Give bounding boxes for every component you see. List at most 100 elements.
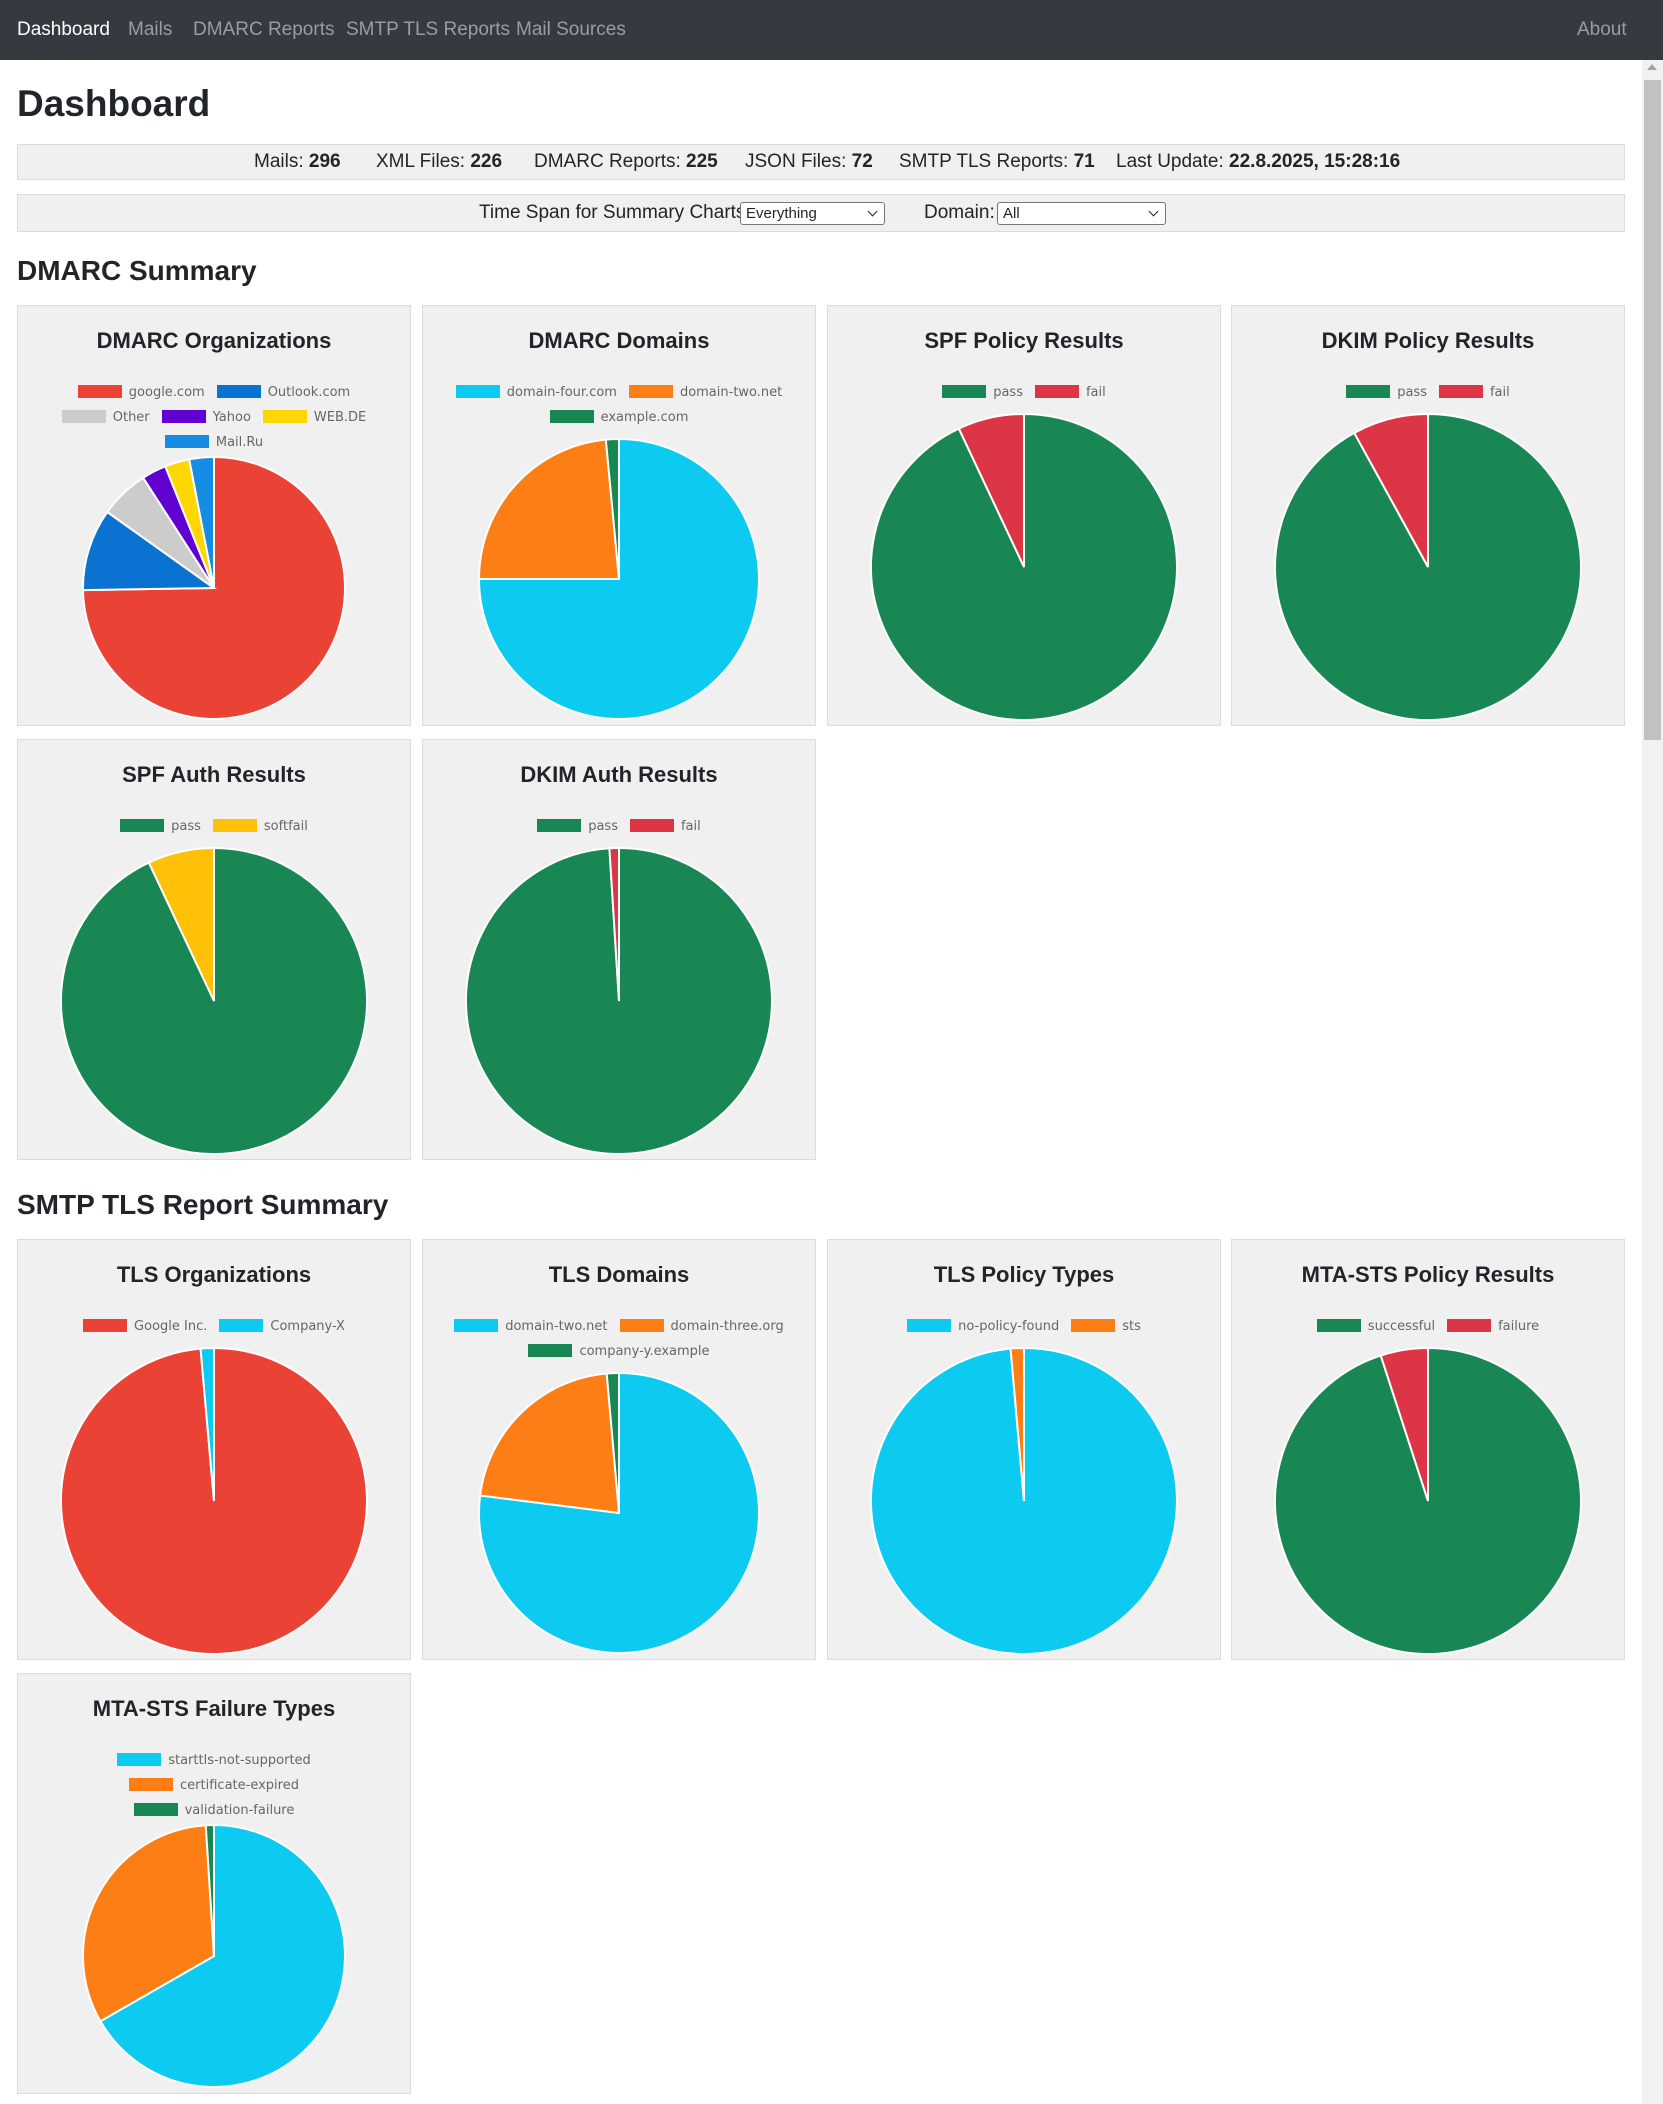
nav-dmarc-reports[interactable]: DMARC Reports [193,19,335,40]
pie-slice-domain-two-net[interactable] [478,1371,760,1654]
legend-swatch [455,385,500,398]
page-title: Dashboard [17,83,211,124]
legend-item-web-de[interactable]: WEB.DE [262,405,367,430]
legend-item-pass[interactable]: pass [537,814,618,839]
pie-slice-example-com[interactable] [604,437,620,580]
legend-item-pass[interactable]: pass [120,814,201,839]
legend-item-domain-two-net[interactable]: domain-two.net [454,1314,608,1339]
pie-slice-fail[interactable] [608,846,620,1002]
pie-slice-validation-failure[interactable] [204,1823,215,1957]
pie-chart [870,412,1178,721]
legend-item-domain-two-net[interactable]: domain-two.net [628,380,783,405]
legend-swatch [216,385,261,398]
pie-chart [59,1346,368,1655]
legend-item-pass[interactable]: pass [942,380,1023,405]
legend-label: domain-two.net [679,385,783,400]
domain-select[interactable]: All [997,202,1166,225]
legend-swatch [129,1778,174,1791]
legend-swatch [619,1319,664,1332]
legend-label: WEB.DE [313,410,367,425]
legend-item-starttls-not-supported[interactable]: starttls-not-supported [117,1748,311,1773]
legend-item-no-policy-found[interactable]: no-policy-found [907,1314,1059,1339]
legend-item-fail[interactable]: fail [1034,380,1106,405]
legend-item-example-com[interactable]: example.com [549,405,688,430]
pie-slice-domain-two-net[interactable] [477,438,621,580]
chart-legend: pass fail [838,380,1210,405]
pie-chart [869,1346,1178,1655]
legend-item-fail[interactable]: fail [1438,380,1510,405]
pie-slice-sts[interactable] [1009,1346,1025,1502]
chart-card-mta-sts-failure-types: MTA-STS Failure Types starttls-not-suppo… [17,1673,411,2094]
chart-title: MTA-STS Failure Types [92,1696,336,1721]
timespan-select-value: Everything [746,205,817,222]
chart-card-dmarc-organizations: DMARC Organizations google.com Outlook.co… [17,305,411,726]
timespan-select[interactable]: Everything [740,202,885,225]
pie-slice-outlook-com[interactable] [82,510,218,592]
legend-item-validation-failure[interactable]: validation-failure [133,1798,294,1823]
pie-slice-company-x[interactable] [199,1346,215,1502]
legend-swatch [1447,1319,1492,1332]
pie-slice-certificate-expired[interactable] [82,1824,216,2023]
nav-smtp-tls-reports[interactable]: SMTP TLS Reports [346,19,511,40]
chart-title: MTA-STS Policy Results [1301,1262,1555,1287]
legend-label: successful [1367,1319,1436,1334]
legend-item-fail[interactable]: fail [629,814,701,839]
legend-item-pass[interactable]: pass [1346,380,1427,405]
chart-card-mta-sts-policy-results: MTA-STS Policy Results successful failure [1231,1239,1625,1660]
pie-slice-softfail[interactable] [147,846,215,1002]
legend-swatch [83,1319,128,1332]
legend-item-google-inc[interactable]: Google Inc. [83,1314,207,1339]
pie-slice-domain-three-org[interactable] [478,1372,621,1515]
legend-item-successful[interactable]: successful [1316,1314,1436,1339]
legend-row: pass fail [433,814,805,839]
pie-slice-fail[interactable] [957,412,1025,568]
pie-slice-mail-ru[interactable] [188,455,215,589]
legend-swatch [1346,385,1391,398]
legend-item-yahoo[interactable]: Yahoo [161,405,251,430]
legend-item-other[interactable]: Other [61,405,150,430]
nav-mail-sources[interactable]: Mail Sources [516,19,626,40]
nav-mails[interactable]: Mails [128,19,173,40]
legend-item-certificate-expired[interactable]: certificate-expired [129,1773,299,1798]
legend-swatch [1316,1319,1361,1332]
pie-chart [82,455,346,720]
legend-label: domain-four.com [506,385,617,400]
legend-item-softfail[interactable]: softfail [212,814,308,839]
pie-chart [82,1823,346,2088]
chart-card-spf-policy-results: SPF Policy Results pass fail [827,305,1221,726]
legend-row: example.com [433,405,805,430]
legend-item-sts[interactable]: sts [1071,1314,1141,1339]
pie-slice-failure[interactable] [1379,1346,1429,1502]
legend-item-failure[interactable]: failure [1447,1314,1539,1339]
domain-label: Domain: [924,202,995,223]
legend-item-domain-four-com[interactable]: domain-four.com [455,380,617,405]
chart-title: TLS Organizations [116,1262,312,1287]
timespan-label: Time Span for Summary Charts: [479,202,751,223]
legend-label: domain-three.org [670,1319,784,1334]
scrollbar-thumb[interactable] [1644,80,1661,740]
legend-swatch [120,819,165,832]
legend-item-google-com[interactable]: google.com [77,380,205,405]
pie-slice-starttls-not-supported[interactable] [99,1823,346,2088]
chart-legend: domain-two.net domain-three.org company-y.… [433,1314,805,1364]
legend-swatch [164,435,209,448]
legend-item-company-y-example[interactable]: company-y.example [528,1339,710,1364]
scroll-up-arrow-icon[interactable] [1647,64,1657,70]
legend-item-company-x[interactable]: Company-X [219,1314,345,1339]
pie-slice-domain-four-com[interactable] [477,437,760,720]
nav-about[interactable]: About [1577,19,1627,40]
pie-slice-company-y-example[interactable] [605,1371,620,1514]
legend-item-domain-three-org[interactable]: domain-three.org [619,1314,784,1339]
chart-card-tls-policy-types: TLS Policy Types no-policy-found sts [827,1239,1221,1660]
legend-item-mail-ru[interactable]: Mail.Ru [164,430,263,455]
chart-legend: domain-four.com domain-two.net example.com [433,380,805,430]
legend-item-outlook-com[interactable]: Outlook.com [216,380,350,405]
legend-label: Yahoo [212,410,251,425]
legend-swatch [1438,385,1483,398]
chart-legend: successful failure [1242,1314,1614,1339]
chart-title: TLS Domains [548,1262,690,1287]
stat-last-update: Last Update: 22.8.2025, 15:28:16 [1116,151,1401,172]
pie-slice-fail[interactable] [1352,412,1429,568]
nav-dashboard[interactable]: Dashboard [17,19,110,40]
legend-row: domain-four.com domain-two.net [433,380,805,405]
